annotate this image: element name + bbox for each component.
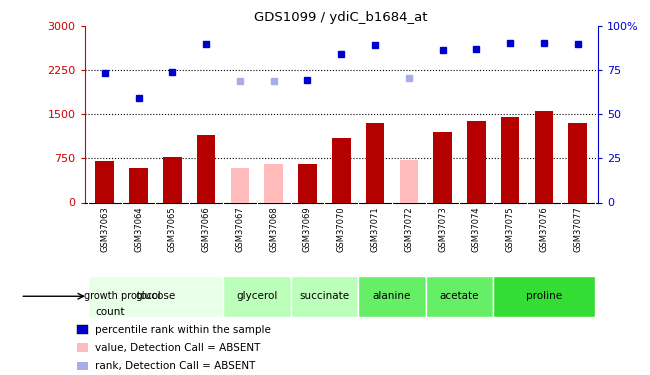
Bar [77, 344, 88, 352]
Bar [358, 276, 426, 317]
Text: GSM37074: GSM37074 [472, 206, 481, 252]
Bar [223, 276, 291, 317]
Bar [535, 111, 553, 202]
Text: GSM37063: GSM37063 [100, 206, 109, 252]
Bar [493, 276, 595, 317]
Bar [96, 161, 114, 202]
Bar [400, 160, 418, 202]
Text: GSM37071: GSM37071 [370, 206, 380, 252]
Text: GSM37070: GSM37070 [337, 206, 346, 252]
Bar [265, 164, 283, 202]
Text: GSM37068: GSM37068 [269, 206, 278, 252]
Text: acetate: acetate [440, 291, 479, 301]
Bar [197, 135, 215, 202]
Title: GDS1099 / ydiC_b1684_at: GDS1099 / ydiC_b1684_at [255, 11, 428, 24]
Text: GSM37067: GSM37067 [235, 206, 244, 252]
Bar [163, 157, 181, 203]
Bar [88, 276, 223, 317]
Text: GSM37065: GSM37065 [168, 206, 177, 252]
Text: succinate: succinate [299, 291, 350, 301]
Bar [434, 132, 452, 202]
Bar [291, 276, 358, 317]
Bar [77, 326, 88, 334]
Text: GSM37069: GSM37069 [303, 206, 312, 252]
Text: proline: proline [526, 291, 562, 301]
Bar [298, 164, 317, 202]
Text: glycerol: glycerol [236, 291, 278, 301]
Text: glucose: glucose [135, 291, 176, 301]
Text: GSM37075: GSM37075 [506, 206, 515, 252]
Text: GSM37064: GSM37064 [134, 206, 143, 252]
Text: percentile rank within the sample: percentile rank within the sample [95, 325, 271, 335]
Bar [467, 122, 486, 202]
Text: GSM37066: GSM37066 [202, 206, 211, 252]
Bar [231, 168, 249, 202]
Text: alanine: alanine [372, 291, 411, 301]
Text: growth protocol: growth protocol [84, 291, 161, 301]
Text: value, Detection Call = ABSENT: value, Detection Call = ABSENT [95, 343, 261, 353]
Text: count: count [95, 307, 125, 317]
Text: GSM37076: GSM37076 [540, 206, 549, 252]
Bar [501, 117, 519, 202]
Text: GSM37072: GSM37072 [404, 206, 413, 252]
Bar [332, 138, 350, 202]
Bar [569, 123, 587, 202]
Text: GSM37077: GSM37077 [573, 206, 582, 252]
Bar [129, 168, 148, 202]
Bar [366, 123, 384, 202]
Text: rank, Detection Call = ABSENT: rank, Detection Call = ABSENT [95, 361, 255, 371]
Bar [77, 362, 88, 370]
Bar [77, 308, 88, 316]
Text: GSM37073: GSM37073 [438, 206, 447, 252]
Bar [426, 276, 493, 317]
